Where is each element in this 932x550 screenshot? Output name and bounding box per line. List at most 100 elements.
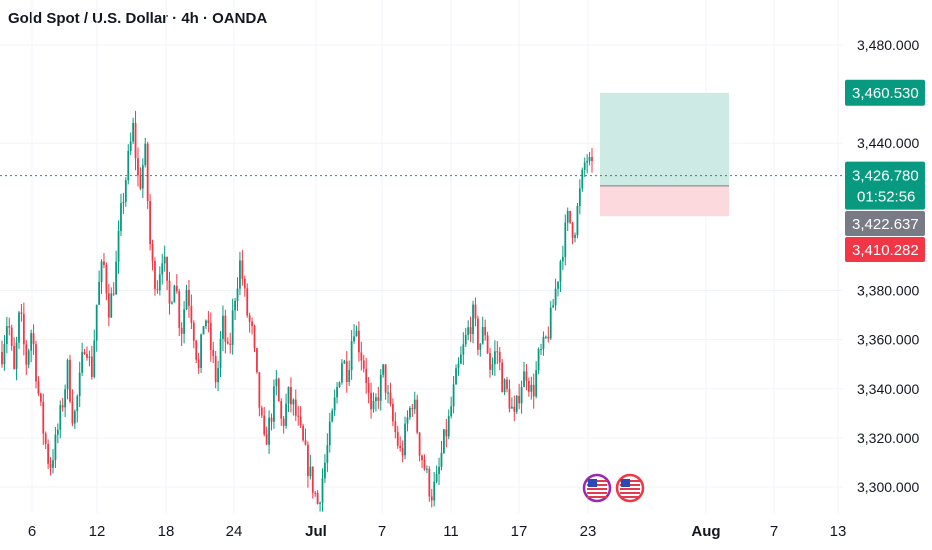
candle-body[interactable] [299, 416, 302, 426]
candle-body[interactable] [52, 460, 54, 468]
candle-body[interactable] [518, 395, 521, 404]
candle-body[interactable] [202, 326, 205, 335]
candle-body[interactable] [15, 342, 18, 369]
candle-body[interactable] [122, 201, 125, 204]
candle-body[interactable] [13, 345, 16, 369]
candle-body[interactable] [18, 312, 20, 343]
candle-body[interactable] [440, 452, 443, 467]
candle-body[interactable] [69, 359, 71, 402]
candle-body[interactable] [117, 230, 120, 262]
candle-body[interactable] [336, 386, 338, 398]
candle-body[interactable] [236, 288, 239, 302]
candle-body[interactable] [251, 321, 253, 326]
candle-body[interactable] [459, 354, 462, 364]
candle-body[interactable] [258, 372, 261, 408]
candle-body[interactable] [10, 327, 13, 346]
candle-body[interactable] [88, 356, 91, 358]
candle-body[interactable] [243, 278, 246, 289]
candle-body[interactable] [379, 374, 382, 401]
candle-body[interactable] [217, 368, 219, 383]
candle-body[interactable] [226, 341, 229, 344]
candle-body[interactable] [447, 416, 450, 437]
candle-body[interactable] [358, 330, 360, 353]
candle-body[interactable] [571, 222, 574, 238]
candle-body[interactable] [27, 350, 30, 365]
candle-body[interactable] [591, 157, 593, 162]
candle-body[interactable] [256, 348, 258, 373]
long-position-zones[interactable] [600, 92, 729, 217]
candle-body[interactable] [297, 415, 300, 417]
candle-body[interactable] [166, 256, 169, 281]
candle-body[interactable] [421, 455, 423, 461]
candle-body[interactable] [377, 397, 380, 401]
candle-body[interactable] [253, 325, 256, 349]
candle-body[interactable] [428, 468, 431, 497]
candle-body[interactable] [32, 333, 35, 345]
economic-event-icon[interactable] [582, 473, 612, 503]
candle-body[interactable] [205, 320, 207, 327]
candle-body[interactable] [489, 353, 491, 370]
take-profit-zone[interactable] [600, 92, 729, 186]
candle-body[interactable] [561, 257, 564, 262]
candle-body[interactable] [328, 421, 331, 446]
candle-body[interactable] [353, 336, 355, 342]
candle-body[interactable] [345, 361, 348, 383]
candle-body[interactable] [47, 444, 50, 464]
candle-body[interactable] [134, 122, 137, 159]
candle-body[interactable] [481, 327, 484, 344]
candle-body[interactable] [273, 386, 275, 422]
candle-body[interactable] [25, 344, 28, 365]
candle-body[interactable] [120, 203, 122, 231]
candle-body[interactable] [583, 162, 586, 170]
candle-series[interactable] [1, 110, 593, 512]
candle-body[interactable] [372, 400, 375, 410]
candle-body[interactable] [156, 289, 159, 291]
candle-body[interactable] [457, 363, 460, 369]
candle-body[interactable] [190, 305, 193, 323]
candle-body[interactable] [20, 312, 23, 314]
candle-body[interactable] [100, 261, 103, 282]
candle-body[interactable] [542, 336, 545, 350]
candle-body[interactable] [559, 261, 562, 282]
candle-body[interactable] [406, 417, 409, 424]
candle-body[interactable] [103, 261, 105, 265]
candle-body[interactable] [105, 264, 108, 294]
candle-body[interactable] [326, 445, 329, 463]
candle-body[interactable] [168, 280, 171, 304]
candle-body[interactable] [396, 432, 399, 446]
candle-body[interactable] [413, 399, 416, 410]
candle-body[interactable] [486, 335, 489, 354]
candle-body[interactable] [549, 307, 552, 339]
candle-body[interactable] [324, 462, 326, 479]
candle-body[interactable] [265, 434, 268, 445]
candle-body[interactable] [1, 351, 3, 365]
candle-body[interactable] [445, 429, 448, 437]
candle-body[interactable] [525, 371, 528, 382]
candle-body[interactable] [185, 289, 188, 310]
candle-body[interactable] [200, 334, 202, 368]
candle-body[interactable] [282, 418, 285, 426]
candle-body[interactable] [355, 330, 358, 337]
candle-body[interactable] [442, 429, 445, 453]
candle-body[interactable] [508, 388, 511, 409]
candle-body[interactable] [578, 188, 581, 207]
candle-body[interactable] [401, 447, 404, 456]
candle-body[interactable] [581, 169, 584, 189]
candle-body[interactable] [476, 318, 479, 350]
candle-body[interactable] [464, 334, 467, 345]
candle-body[interactable] [44, 433, 47, 445]
candle-body[interactable] [513, 406, 516, 412]
candle-body[interactable] [566, 210, 569, 223]
candle-body[interactable] [292, 399, 295, 405]
candle-body[interactable] [178, 291, 181, 328]
candle-body[interactable] [127, 150, 130, 181]
candle-body[interactable] [501, 362, 504, 393]
candle-body[interactable] [73, 411, 76, 424]
candle-body[interactable] [35, 344, 37, 382]
candle-body[interactable] [83, 352, 86, 355]
candle-body[interactable] [115, 261, 118, 295]
candle-body[interactable] [341, 363, 343, 383]
candle-body[interactable] [515, 395, 518, 412]
price-axis[interactable]: 3,480.000 3,440.000 3,380.000 3,360.000 3,34… [857, 37, 919, 495]
